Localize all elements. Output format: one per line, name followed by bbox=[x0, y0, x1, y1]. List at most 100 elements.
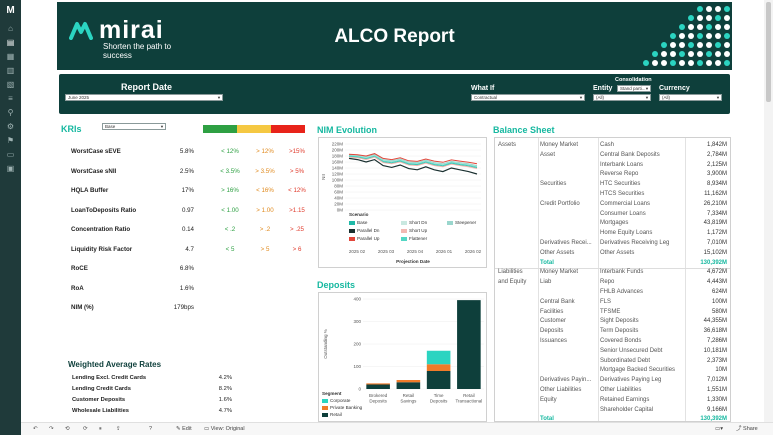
legend-item[interactable]: Short Dn bbox=[401, 220, 427, 225]
sliders-icon[interactable]: ≡ bbox=[8, 94, 13, 103]
refresh-icon[interactable]: ⟳ bbox=[83, 426, 88, 432]
entity-dropdown[interactable]: (All) ▼ bbox=[593, 94, 651, 101]
pause-icon[interactable]: ⏸ bbox=[99, 426, 102, 432]
rag-amber-band bbox=[237, 125, 271, 133]
rag-green-band bbox=[203, 125, 237, 133]
legend-item[interactable]: Flattener bbox=[401, 236, 427, 241]
legend-item[interactable]: Corporate bbox=[322, 398, 350, 403]
redo-icon[interactable]: ↷ bbox=[49, 426, 54, 432]
home-icon[interactable]: ⌂ bbox=[8, 24, 13, 33]
balance-sheet-panel: Balance Sheet Assets Money Market Cash 1,84… bbox=[493, 122, 731, 422]
kri-row: WorstCase sEVE 5.8% < 12% > 12% >15% bbox=[71, 146, 311, 158]
brand-logo: mirai bbox=[69, 16, 164, 45]
pattern-dot bbox=[652, 51, 658, 57]
report-date-dropdown[interactable]: June 2025 ▼ bbox=[65, 94, 223, 101]
nim-series-line[interactable] bbox=[348, 157, 478, 175]
legend-item[interactable]: Retail bbox=[322, 412, 342, 417]
bs-item: HTC Securities bbox=[600, 181, 641, 188]
war-label: Customer Deposits bbox=[72, 397, 126, 403]
nim-series-line[interactable] bbox=[348, 156, 478, 169]
bs-item: Other Assets bbox=[600, 249, 635, 256]
nim-series-line[interactable] bbox=[348, 154, 478, 167]
share-button[interactable]: ⤴ Share bbox=[736, 426, 758, 432]
nim-series-line[interactable] bbox=[348, 153, 478, 167]
kri-title: KRIs bbox=[61, 124, 82, 134]
chat-icon[interactable]: ▭ bbox=[6, 150, 15, 159]
bar-chart-icon[interactable]: ▣ bbox=[6, 164, 15, 173]
revert-icon[interactable]: ⟲ bbox=[65, 426, 70, 432]
view-original-button[interactable]: ▭ View: Original bbox=[204, 426, 245, 432]
bs-group: Customer bbox=[540, 318, 567, 325]
legend-item[interactable]: Parallel Up bbox=[349, 236, 379, 241]
pattern-dot bbox=[670, 33, 676, 39]
legend-item[interactable]: Base bbox=[349, 220, 367, 225]
deposit-bar-segment[interactable] bbox=[396, 380, 421, 383]
bs-group: Derivatives Payin... bbox=[540, 377, 592, 384]
kri-label: NIM (%) bbox=[71, 304, 94, 311]
flag-icon[interactable]: ⚑ bbox=[6, 136, 15, 145]
edit-button[interactable]: ✎ Edit bbox=[176, 426, 192, 432]
pattern-dot bbox=[724, 51, 730, 57]
grid-icon[interactable]: ▦ bbox=[6, 52, 15, 61]
kri-value: 179bps bbox=[173, 304, 194, 311]
pin-icon[interactable]: ⚲ bbox=[7, 108, 14, 117]
bs-amount: 10,181M bbox=[703, 347, 727, 354]
pattern-dot bbox=[724, 24, 730, 30]
bs-amount: 43,819M bbox=[703, 220, 727, 227]
device-preview-icon[interactable]: ▭▾ bbox=[715, 426, 723, 432]
pattern-dot bbox=[679, 33, 685, 39]
legend-item[interactable]: Private Banking bbox=[322, 405, 362, 410]
chevron-down-icon: ▼ bbox=[716, 95, 720, 100]
nim-series-line[interactable] bbox=[348, 156, 478, 170]
document-icon[interactable]: ▤ bbox=[6, 38, 15, 47]
deposit-bar-segment[interactable] bbox=[457, 300, 481, 389]
deposit-bar-segment[interactable] bbox=[426, 350, 451, 365]
share-view-icon[interactable]: ⇪ bbox=[116, 426, 121, 432]
table-icon[interactable]: ▧ bbox=[6, 80, 15, 89]
help-icon[interactable]: ? bbox=[149, 426, 153, 432]
legend-item[interactable]: Short Up bbox=[401, 228, 427, 233]
kri-scenario-dropdown[interactable]: Base ▼ bbox=[102, 123, 166, 130]
app-logo[interactable]: M bbox=[6, 5, 15, 16]
deposit-bar-segment[interactable] bbox=[426, 364, 451, 371]
pattern-dot bbox=[688, 42, 694, 48]
column-divider bbox=[598, 138, 599, 421]
y-tick-label: 0 bbox=[358, 387, 361, 392]
bs-group: Total bbox=[540, 416, 554, 422]
gear-icon[interactable]: ⚙ bbox=[6, 122, 15, 131]
kri-value: 4.7 bbox=[185, 245, 194, 253]
nim-series-line[interactable] bbox=[348, 155, 478, 168]
bs-group: Other Liabilities bbox=[540, 387, 582, 393]
pattern-dot bbox=[724, 60, 730, 66]
chevron-down-icon: ▼ bbox=[160, 124, 164, 129]
legend-item[interactable]: Steepener bbox=[447, 220, 476, 225]
vertical-scrollbar[interactable] bbox=[764, 0, 773, 422]
deposit-bar-segment[interactable] bbox=[426, 371, 451, 389]
nim-line-chart[interactable]: 0M20M40M60M80M100M120M140M160M180M200M22… bbox=[319, 138, 486, 267]
whatif-dropdown[interactable]: Contractual ▼ bbox=[471, 94, 585, 101]
legend-swatch bbox=[401, 228, 407, 233]
y-tick-label: 200M bbox=[332, 148, 344, 153]
chart-icon[interactable]: ▥ bbox=[6, 66, 15, 75]
legend-item[interactable]: Parallel Dn bbox=[349, 228, 379, 233]
undo-icon[interactable]: ↶ bbox=[33, 426, 38, 432]
legend-swatch bbox=[322, 405, 328, 410]
deposit-bar-segment[interactable] bbox=[366, 383, 390, 385]
bs-group: Deposits bbox=[540, 328, 564, 335]
deposit-bar-segment[interactable] bbox=[396, 382, 421, 389]
deposit-bar-segment[interactable] bbox=[366, 384, 390, 390]
scrollbar-thumb[interactable] bbox=[766, 2, 771, 102]
kri-red-threshold: >1.15 bbox=[289, 206, 305, 214]
kri-panel: KRIs Base ▼ WorstCase sEVE 5.8% < 12% > 12% >… bbox=[61, 120, 311, 420]
legend-label: Steepener bbox=[455, 220, 477, 225]
kri-amber-threshold: < 16% bbox=[256, 187, 274, 194]
bs-amount: 3,900M bbox=[706, 171, 727, 178]
deposits-bar-chart[interactable]: 0 100 200 300 400 Outstanding % Brokered Deposi… bbox=[319, 293, 486, 421]
pattern-dot bbox=[715, 6, 721, 12]
currency-dropdown[interactable]: (All) ▼ bbox=[659, 94, 722, 101]
pattern-dot bbox=[697, 24, 703, 30]
nim-series-line[interactable] bbox=[348, 153, 478, 165]
pattern-dot bbox=[688, 33, 694, 39]
kri-red-threshold: >15% bbox=[289, 148, 305, 155]
consolidation-dropdown[interactable]: Stand parti... ▼ bbox=[617, 85, 651, 92]
